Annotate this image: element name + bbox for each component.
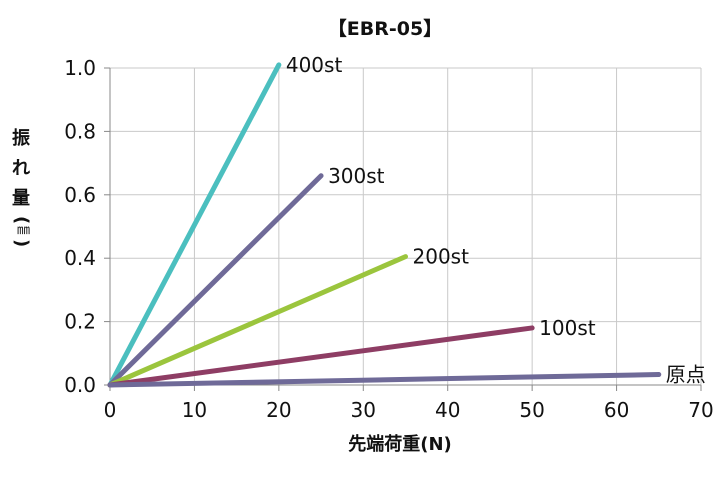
y-axis-label: 振 れ 量 ( ㎜ ) [6,124,36,247]
y-axis-label-char-3: 量 [12,188,30,209]
series-label: 原点 [666,363,706,387]
y-tick-label: 0.0 [64,373,96,397]
x-tick-label: 50 [519,398,544,422]
x-axis-label: 先端荷重(N) [348,434,452,455]
y-tick-label: 0.6 [64,183,96,207]
chart-axes: 0 10 20 30 40 50 60 70 0.0 0.2 0.4 0.6 0.8 1.0 [64,56,714,422]
y-tick-label: 0.4 [64,246,96,270]
series-line [107,173,324,388]
series-line [107,254,408,388]
y-tick-label: 1.0 [64,56,96,80]
chart-title: 【EBR-05】 [327,18,443,40]
y-tick-label: 0.2 [64,310,96,334]
x-tick-label: 70 [688,398,713,422]
chart-series [107,62,662,388]
x-tick-label: 30 [351,398,376,422]
x-tick-label: 40 [435,398,460,422]
series-label: 400st [286,53,343,77]
y-axis-label-close-paren: ) [11,239,32,248]
x-tick-label: 10 [182,398,207,422]
series-label: 200st [413,245,470,269]
series-line [107,372,662,388]
series-label: 100st [539,316,596,340]
y-axis-label-char-2: れ [12,158,30,179]
x-tick-label: 0 [104,398,117,422]
series-label: 300st [328,164,385,188]
y-tick-label: 0.8 [64,119,96,143]
chart-grid [110,67,702,385]
y-axis-label-open-paren: ( [11,216,32,225]
series-line [107,62,282,388]
y-axis-label-unit: ㎜ [14,224,29,238]
chart-labels: 400st 300st 200st 100st 原点 [286,53,706,387]
series-line [107,325,535,388]
x-tick-label: 20 [266,398,291,422]
x-tick-label: 60 [604,398,629,422]
y-axis-label-char-1: 振 [12,128,30,149]
